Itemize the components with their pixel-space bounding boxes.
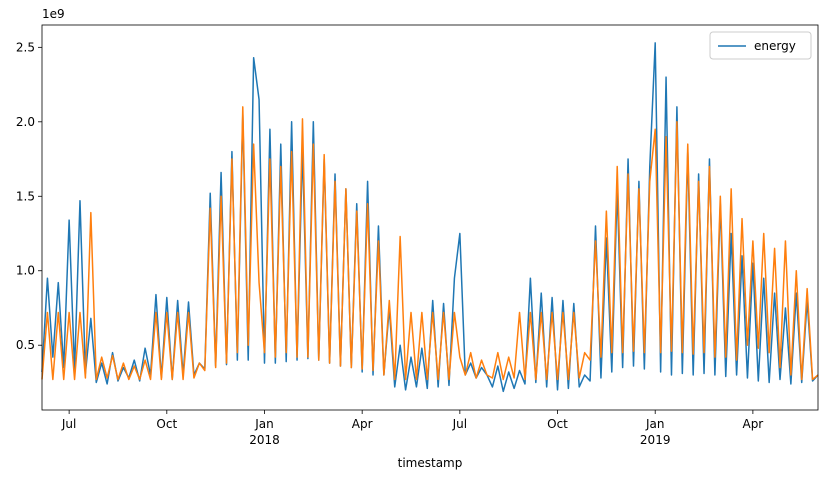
x-tick-label: Jul xyxy=(452,417,467,431)
y-tick-label: 2.0 xyxy=(16,115,35,129)
y-tick-label: 0.5 xyxy=(16,338,35,352)
plot-frame xyxy=(41,24,819,411)
x-tick-label: Apr xyxy=(742,417,763,431)
series-line xyxy=(41,106,819,381)
x-axis-label: timestamp xyxy=(398,456,463,470)
x-tick-label: Oct xyxy=(156,417,177,431)
x-tick-label: Oct xyxy=(547,417,568,431)
x-tick-label: Jan 2019 xyxy=(640,417,671,447)
y-tick-label: 2.5 xyxy=(16,40,35,54)
x-tick-label: Apr xyxy=(352,417,373,431)
y-offset-label: 1e9 xyxy=(42,7,65,21)
y-tick-label: 1.5 xyxy=(16,189,35,203)
y-tick-label: 1.0 xyxy=(16,264,35,278)
legend-box xyxy=(709,31,812,60)
x-tick-label: Jan 2018 xyxy=(249,417,280,447)
x-tick-label: Jul xyxy=(61,417,76,431)
legend-label: energy xyxy=(754,39,796,53)
